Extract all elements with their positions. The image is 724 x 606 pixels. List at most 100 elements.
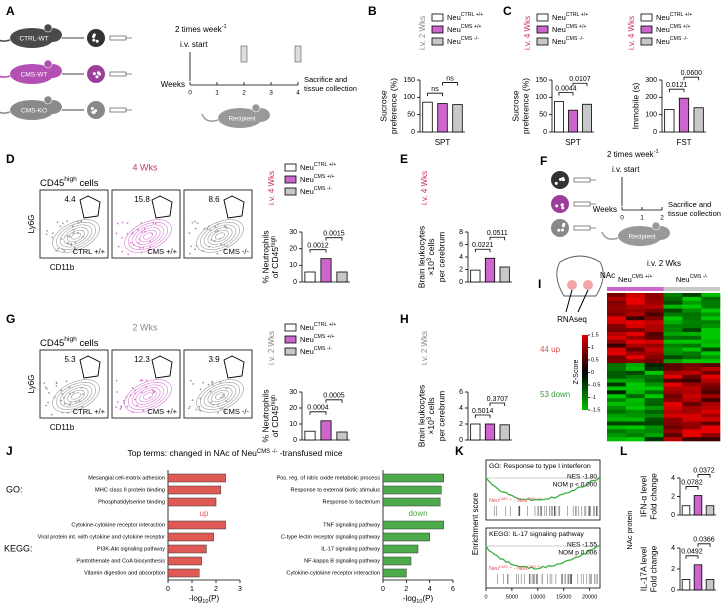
panel-letter: C [503, 4, 512, 18]
y-tick-label: 2 [671, 493, 675, 500]
heatmap-cell [682, 312, 702, 317]
legend-swatch [536, 13, 549, 22]
heatmap-cell [644, 429, 664, 434]
event-dot [224, 410, 227, 413]
bar [167, 485, 222, 495]
sup-text: CTRL +/+ [314, 322, 337, 328]
heatmap-cell [701, 331, 721, 337]
heatmap-cell [663, 402, 683, 407]
panel-letter: H [400, 312, 409, 326]
bar [336, 431, 348, 441]
heatmap-cell [644, 312, 664, 317]
bar [167, 520, 226, 530]
panel-letter: D [6, 152, 15, 166]
y-axis-label: Brain leukocytes [416, 226, 426, 288]
heatmap-cell [663, 359, 683, 364]
heatmap-cell [663, 293, 683, 298]
colorbar [582, 335, 588, 410]
cell-dot [92, 38, 96, 42]
legend-swatch [284, 175, 297, 184]
cell-dot [558, 178, 562, 182]
event-dot [194, 227, 197, 230]
flow-label: CMS -/- [223, 247, 249, 256]
heatmap-cell [607, 437, 627, 442]
event-dot [115, 406, 118, 408]
heatmap-cell [644, 335, 664, 341]
mouse-label: Recipient [628, 234, 655, 241]
heatmap-cell [701, 296, 721, 302]
heatmap-cell [607, 328, 627, 333]
heatmap-cell [607, 359, 627, 364]
heatmap-cell [663, 324, 683, 329]
heatmap-cell [607, 390, 627, 395]
event-dot [48, 391, 50, 394]
term-label: Pos. reg. of nitric oxide metabolic proc… [276, 475, 380, 481]
heatmap-cell [607, 417, 627, 422]
heatmap-cell [607, 363, 627, 368]
heatmap-cell [607, 331, 627, 337]
contour [143, 392, 153, 400]
y-tick-label: 50 [407, 112, 415, 119]
heatmap-cell [607, 355, 627, 360]
heatmap-cell [663, 316, 683, 321]
event-dot [55, 250, 58, 252]
panel-letter: B [368, 4, 377, 18]
bar [705, 505, 715, 516]
contour [63, 227, 89, 245]
method-label: RNAseq [557, 315, 587, 324]
text-part: ×10 [426, 420, 436, 435]
heatmap-cell [682, 367, 702, 372]
bar [499, 266, 510, 283]
text-part: cells [426, 238, 436, 257]
contour [215, 232, 225, 240]
heatmap-cell [607, 409, 627, 415]
heatmap-cell [625, 398, 645, 403]
event-dot [55, 385, 58, 387]
text-part: Neu [300, 335, 314, 344]
heatmap-cell [625, 417, 645, 422]
timeline-label: Weeks [593, 205, 617, 214]
sup-text: CMS +/+ [527, 497, 543, 501]
heatmap-cell [701, 324, 721, 329]
heatmap-cell [644, 367, 664, 372]
heatmap-cell [701, 312, 721, 317]
event-dot [46, 229, 49, 232]
heatmap-cell [625, 351, 645, 356]
y-axis-label: % Neutrophils [260, 390, 270, 443]
heatmap-cell [701, 421, 721, 426]
heatmap-cell [607, 312, 627, 317]
heatmap-cell [682, 413, 702, 418]
heatmap-cell [607, 347, 627, 352]
mouse-tail [0, 39, 11, 42]
contour [135, 227, 161, 245]
y-tick-label: 20 [289, 246, 297, 253]
heatmap-cell [701, 378, 721, 383]
legend-label: NeuCMS -/- [552, 36, 584, 46]
syringe [573, 225, 591, 231]
bar [304, 271, 316, 283]
heatmap-cell [625, 359, 645, 364]
group-bar [663, 287, 720, 291]
event-dot [61, 222, 64, 225]
p-value: 0.0121 [666, 82, 688, 89]
nes: NES -1.55 [567, 542, 597, 549]
heatmap-cell [701, 382, 721, 387]
event-dot [122, 399, 125, 402]
heatmap-cell [625, 382, 645, 387]
legend-label: NeuCTRL +/+ [300, 322, 336, 332]
mouse-label: CMS-KO [21, 108, 47, 115]
text-part: Neu [300, 347, 314, 356]
gate-title: CD45high cells [40, 176, 99, 188]
heatmap-cell [607, 316, 627, 321]
p-value: 0.0372 [693, 467, 715, 474]
heatmap-cell [625, 331, 645, 337]
heatmap-cell [701, 347, 721, 352]
contour [203, 384, 237, 408]
mouse-ear [43, 23, 53, 33]
text-part: ×10 [426, 261, 436, 276]
bar [470, 269, 481, 283]
y-tick-label: 100 [535, 94, 547, 101]
panel-letter: E [400, 152, 408, 166]
legend-swatch [284, 187, 297, 196]
bar [382, 485, 442, 495]
